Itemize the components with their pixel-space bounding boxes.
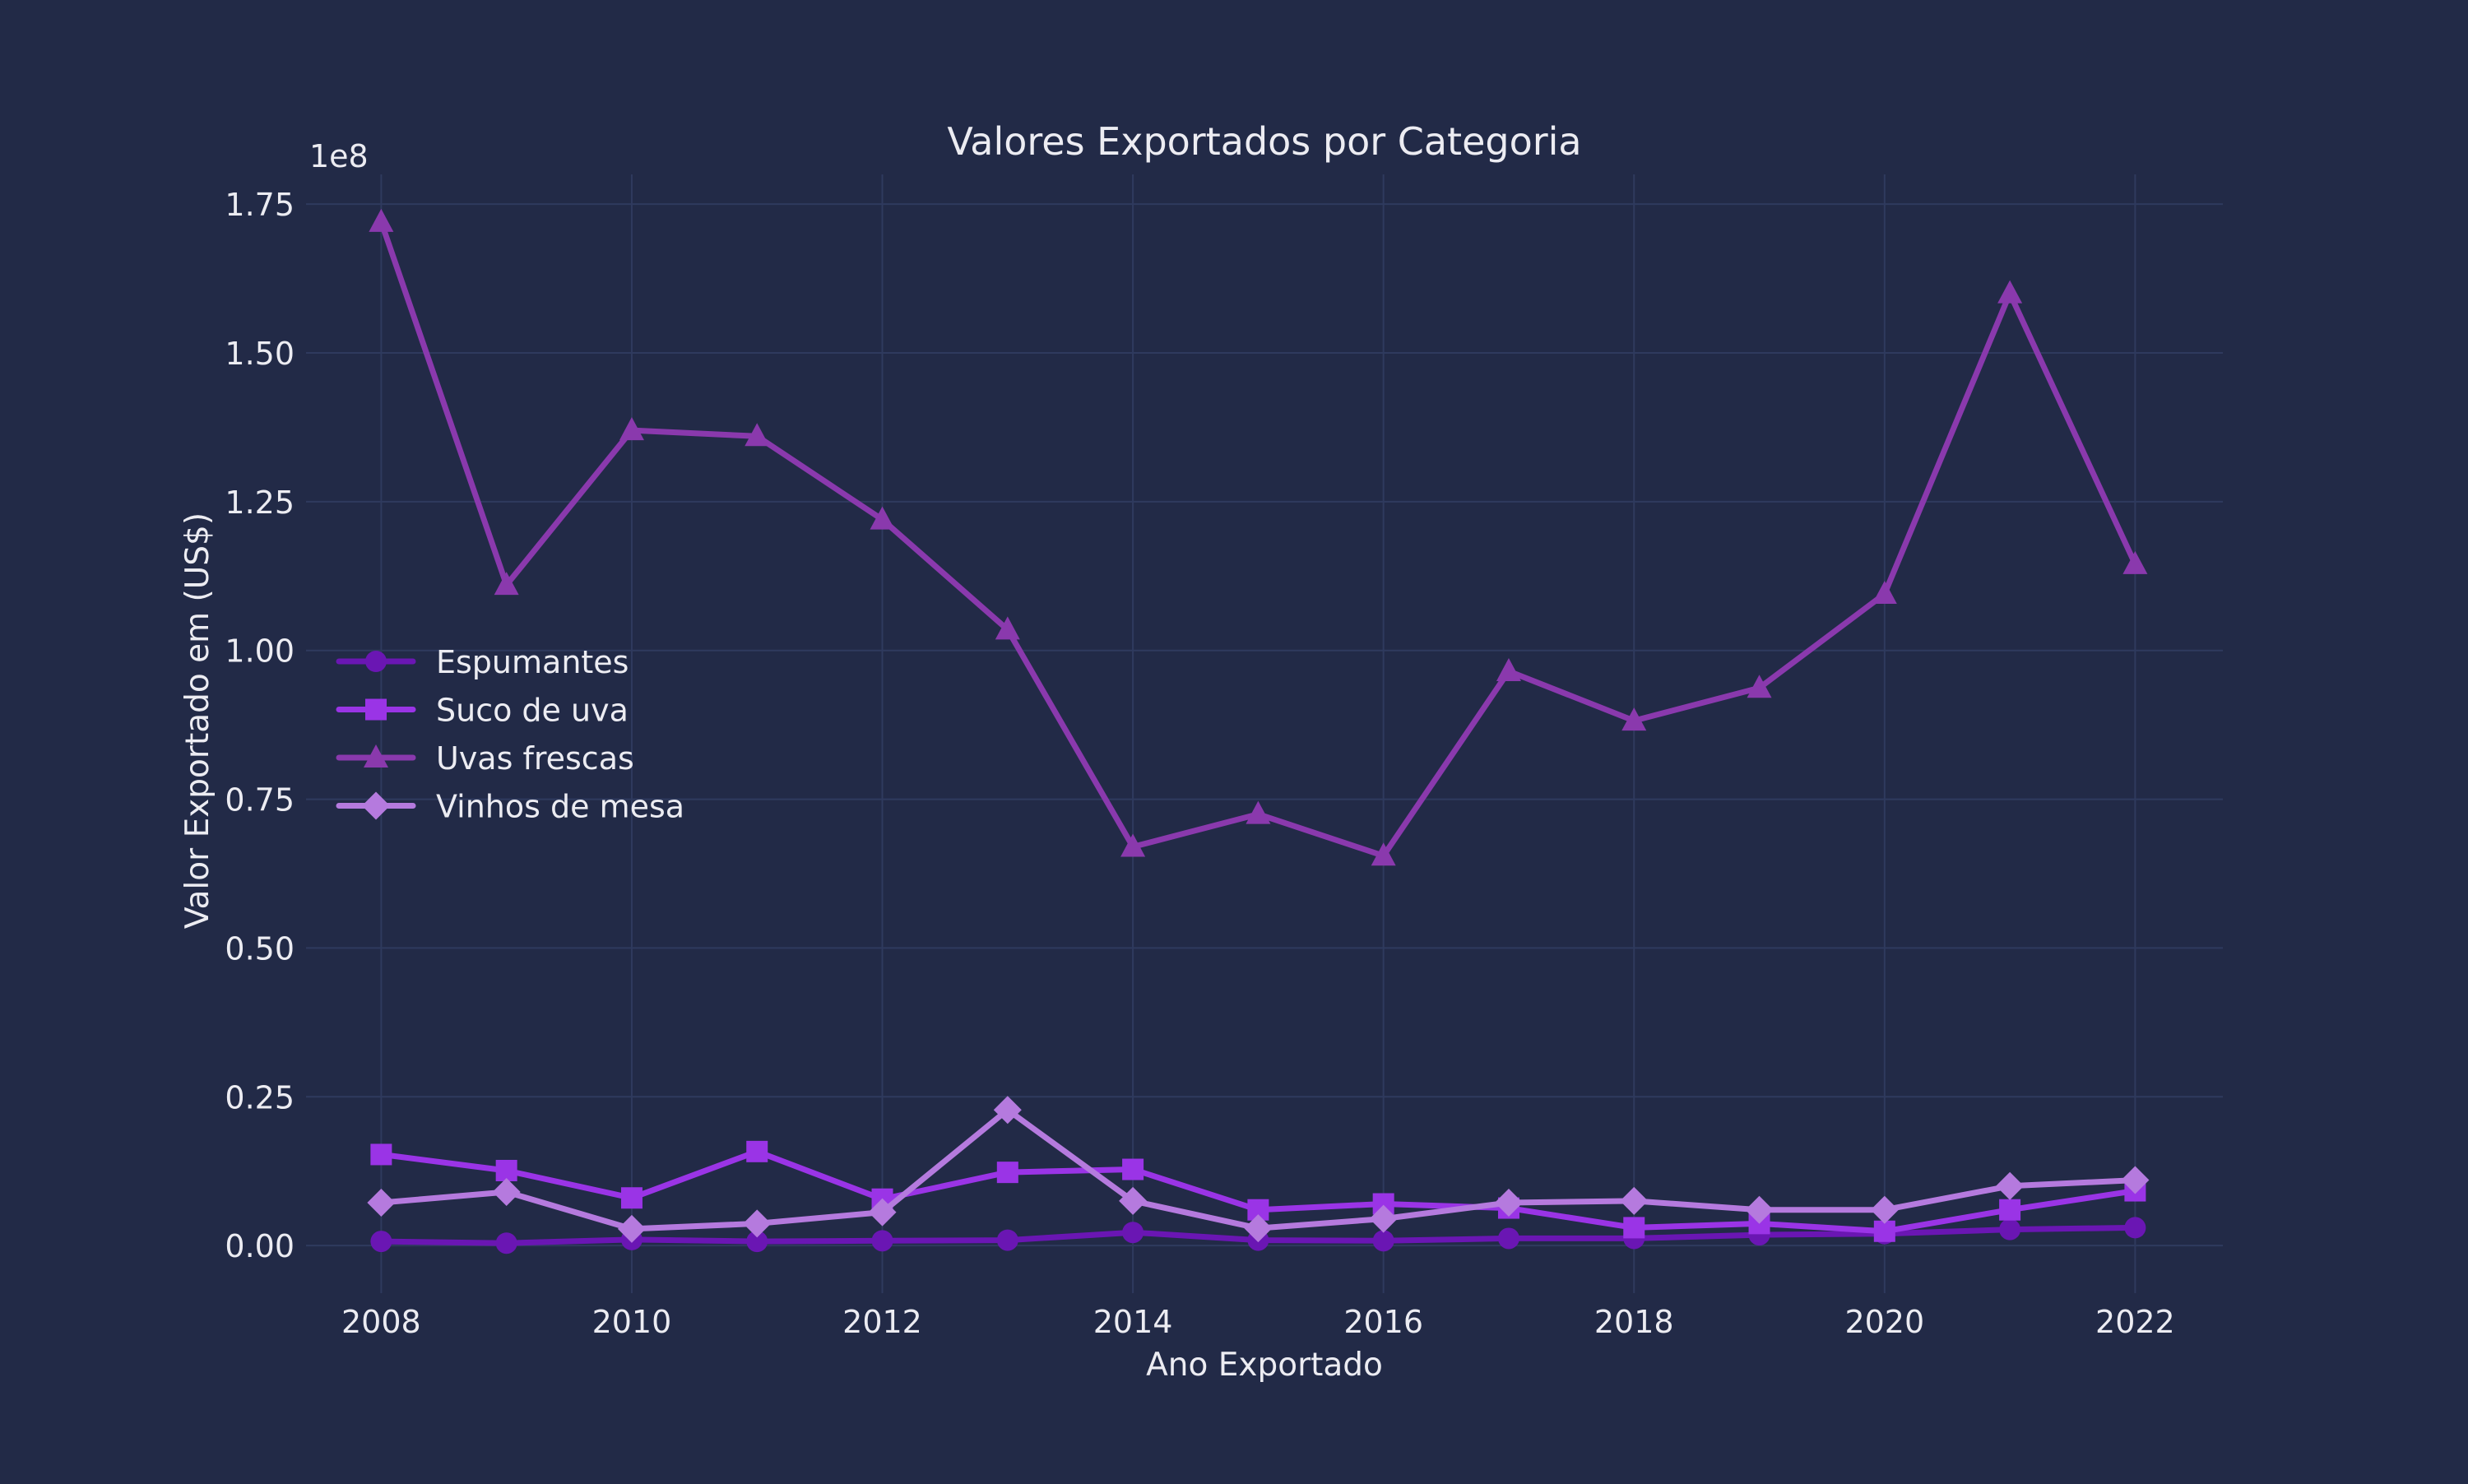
data-point-espumantes <box>2124 1217 2146 1239</box>
data-point-suco-de-uva <box>370 1143 392 1166</box>
data-point-uvas-frescas <box>1997 280 2023 304</box>
chart-title: Valores Exportados por Categoria <box>947 119 1581 164</box>
y-tick-label: 1.50 <box>225 336 295 372</box>
data-point-espumantes <box>996 1229 1018 1251</box>
data-point-suco-de-uva <box>1999 1199 2021 1221</box>
y-tick-label: 0.75 <box>225 782 295 819</box>
data-point-espumantes <box>370 1231 392 1253</box>
data-point-suco-de-uva <box>996 1162 1018 1184</box>
x-tick-label: 2008 <box>341 1304 421 1340</box>
data-point-suco-de-uva <box>1873 1220 1895 1242</box>
x-tick-label: 2022 <box>2095 1304 2175 1340</box>
legend-marker <box>362 791 390 820</box>
data-point-vinhos-de-mesa <box>1870 1195 1899 1224</box>
legend-item-espumantes: Espumantes <box>336 644 629 680</box>
data-point-vinhos-de-mesa <box>1369 1204 1398 1233</box>
series-line-uvas-frescas <box>378 219 2138 859</box>
data-point-uvas-frescas <box>619 417 644 441</box>
data-point-espumantes <box>1122 1222 1144 1244</box>
legend-item-suco-de-uva: Suco de uva <box>336 693 629 729</box>
series-layer <box>367 208 2150 1254</box>
data-point-vinhos-de-mesa <box>1745 1195 1774 1224</box>
data-point-espumantes <box>1999 1218 2021 1241</box>
y-tick-label: 0.50 <box>225 930 295 967</box>
legend-marker <box>365 651 387 672</box>
grid <box>306 174 2223 1293</box>
x-tick-label: 2012 <box>842 1304 922 1340</box>
data-point-vinhos-de-mesa <box>367 1189 396 1217</box>
x-axis-label: Ano Exportado <box>1146 1347 1383 1384</box>
data-point-vinhos-de-mesa <box>868 1198 897 1227</box>
y-axis-label: Valor Exportado em (US$) <box>179 512 216 929</box>
legend-label: Espumantes <box>436 644 629 680</box>
data-point-suco-de-uva <box>746 1140 768 1162</box>
data-point-uvas-frescas <box>1747 675 1772 698</box>
y-tick-label: 1.25 <box>225 485 295 521</box>
data-point-uvas-frescas <box>1120 833 1146 857</box>
data-point-uvas-frescas <box>1496 658 1521 682</box>
data-point-vinhos-de-mesa <box>1996 1171 2025 1200</box>
legend-marker <box>364 744 388 768</box>
data-point-suco-de-uva <box>620 1187 643 1209</box>
data-point-vinhos-de-mesa <box>993 1096 1022 1125</box>
data-point-uvas-frescas <box>1872 581 1897 604</box>
data-point-uvas-frescas <box>1371 842 1396 866</box>
legend-label: Vinhos de mesa <box>436 789 684 825</box>
data-point-suco-de-uva <box>1623 1217 1645 1239</box>
legend-marker <box>365 698 387 721</box>
x-axis-ticks: 2008 2010 2012 2014 2016 2018 2020 2022 <box>341 1304 2175 1340</box>
data-point-espumantes <box>495 1232 517 1254</box>
data-point-uvas-frescas <box>1246 800 1271 824</box>
legend-item-vinhos-de-mesa: Vinhos de mesa <box>336 789 684 825</box>
legend: Espumantes Suco de uva Uvas frescas Vinhos … <box>336 644 684 825</box>
data-point-espumantes <box>1497 1227 1519 1250</box>
x-tick-label: 2020 <box>1844 1304 1924 1340</box>
data-point-uvas-frescas <box>494 572 519 596</box>
x-tick-label: 2018 <box>1594 1304 1674 1340</box>
data-point-vinhos-de-mesa <box>743 1209 772 1238</box>
data-point-suco-de-uva <box>495 1159 517 1181</box>
data-point-uvas-frescas <box>745 423 770 447</box>
data-point-uvas-frescas <box>2122 550 2148 574</box>
data-point-uvas-frescas <box>995 616 1020 640</box>
data-point-uvas-frescas <box>1621 707 1647 731</box>
series-vinhos-de-mesa <box>367 1096 2150 1243</box>
data-point-vinhos-de-mesa <box>492 1178 521 1207</box>
data-point-vinhos-de-mesa <box>1620 1186 1649 1215</box>
y-tick-label: 1.75 <box>225 187 295 223</box>
legend-item-uvas-frescas: Uvas frescas <box>336 740 634 777</box>
y-tick-label: 0.00 <box>225 1228 295 1264</box>
data-point-uvas-frescas <box>369 208 394 232</box>
data-point-suco-de-uva <box>1122 1158 1144 1180</box>
legend-label: Uvas frescas <box>436 740 634 777</box>
data-point-uvas-frescas <box>870 506 895 530</box>
data-point-espumantes <box>1372 1230 1394 1252</box>
x-tick-label: 2014 <box>1093 1304 1173 1340</box>
data-point-espumantes <box>871 1230 893 1252</box>
data-point-vinhos-de-mesa <box>2121 1166 2150 1194</box>
data-point-vinhos-de-mesa <box>617 1214 646 1243</box>
data-point-espumantes <box>746 1231 768 1253</box>
series-uvas-frescas <box>369 208 2148 866</box>
data-point-vinhos-de-mesa <box>1244 1214 1273 1243</box>
legend-label: Suco de uva <box>436 693 629 729</box>
data-point-vinhos-de-mesa <box>1119 1186 1148 1215</box>
x-tick-label: 2016 <box>1343 1304 1423 1340</box>
y-tick-label: 0.25 <box>225 1079 295 1115</box>
y-tick-label: 1.00 <box>225 633 295 670</box>
y-axis-ticks: 0.00 0.25 0.50 0.75 1.00 1.25 1.50 1.75 <box>225 187 295 1264</box>
y-offset-label: 1e8 <box>309 138 369 174</box>
x-tick-label: 2010 <box>592 1304 672 1340</box>
data-point-vinhos-de-mesa <box>1494 1189 1523 1217</box>
